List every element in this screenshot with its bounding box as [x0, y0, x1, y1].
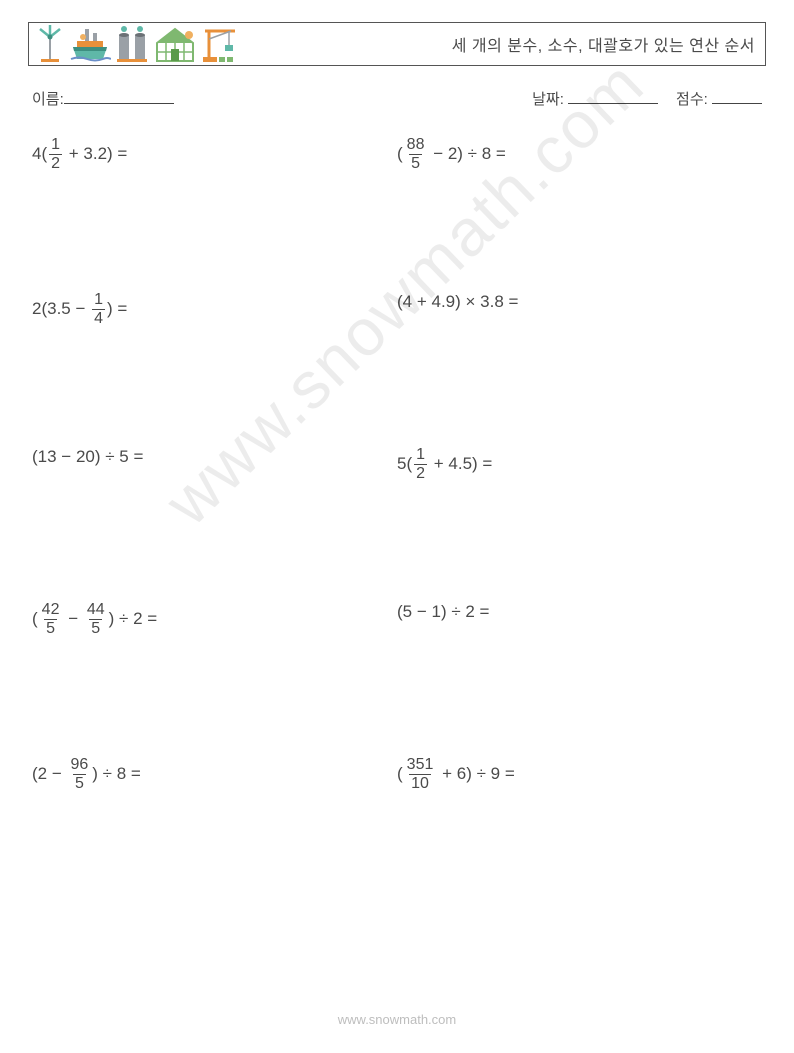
- worksheet-title: 세 개의 분수, 소수, 대괄호가 있는 연산 순서: [452, 32, 755, 56]
- problem: (4 + 4.9) × 3.8 =: [397, 292, 762, 312]
- header-icons: [35, 25, 239, 63]
- date-blank[interactable]: [568, 88, 658, 104]
- header-box: 세 개의 분수, 소수, 대괄호가 있는 연산 순서: [28, 22, 766, 66]
- problem: (885 − 2) ÷ 8 =: [397, 137, 762, 172]
- problem-row: (425 − 445) ÷ 2 =(5 − 1) ÷ 2 =: [32, 602, 762, 757]
- problem-row: (13 − 20) ÷ 5 =5(12 + 4.5) =: [32, 447, 762, 602]
- problem-row: (2 − 965) ÷ 8 =(35110 + 6) ÷ 9 =: [32, 757, 762, 912]
- problem: (425 − 445) ÷ 2 =: [32, 602, 397, 637]
- name-label: 이름:: [32, 88, 64, 109]
- problem: 2(3.5 − 14) =: [32, 292, 397, 327]
- info-row: 이름: 날짜: 점수:: [28, 88, 766, 109]
- problems-grid: 4(12 + 3.2) =(885 − 2) ÷ 8 =2(3.5 − 14) …: [28, 137, 766, 912]
- towers-icon: [115, 25, 149, 63]
- crane-icon: [201, 25, 239, 63]
- score-blank[interactable]: [712, 88, 762, 104]
- problem: 4(12 + 3.2) =: [32, 137, 397, 172]
- problem: (5 − 1) ÷ 2 =: [397, 602, 762, 622]
- footer-url: www.snowmath.com: [0, 1012, 794, 1027]
- problem-row: 4(12 + 3.2) =(885 − 2) ÷ 8 =: [32, 137, 762, 292]
- name-blank[interactable]: [64, 88, 174, 104]
- windmill-icon: [35, 25, 65, 63]
- score-label: 점수:: [676, 91, 708, 108]
- problem: 5(12 + 4.5) =: [397, 447, 762, 482]
- problem: (35110 + 6) ÷ 9 =: [397, 757, 762, 792]
- problem: (13 − 20) ÷ 5 =: [32, 447, 397, 467]
- problem: (2 − 965) ÷ 8 =: [32, 757, 397, 792]
- problem-row: 2(3.5 − 14) =(4 + 4.9) × 3.8 =: [32, 292, 762, 447]
- ship-icon: [69, 25, 111, 63]
- date-label: 날짜:: [532, 91, 564, 108]
- greenhouse-icon: [153, 25, 197, 63]
